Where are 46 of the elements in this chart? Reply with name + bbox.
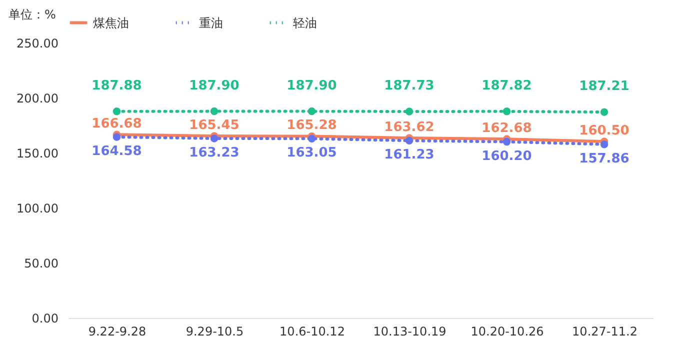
data-label: 163.05: [286, 146, 337, 161]
point: [210, 134, 218, 142]
data-label: 157.86: [579, 151, 630, 166]
x-tick-label: 9.29-10.5: [186, 324, 244, 338]
y-tick-label: 100.00: [16, 202, 58, 216]
data-label: 161.23: [384, 148, 434, 163]
data-label: 165.45: [189, 118, 240, 134]
point: [308, 134, 316, 143]
data-label: 163.23: [189, 145, 240, 160]
data-label: 163.62: [384, 120, 434, 136]
data-label: 187.88: [92, 78, 142, 94]
point: [405, 136, 414, 145]
data-label: 165.28: [286, 118, 337, 134]
point: [600, 140, 608, 148]
data-label: 187.90: [286, 78, 337, 94]
data-label: 187.90: [189, 78, 240, 94]
y-tick-label: 250.00: [16, 36, 58, 50]
point: [502, 138, 511, 146]
y-tick-label: 150.00: [16, 146, 58, 160]
data-label: 162.68: [482, 121, 532, 136]
data-label: 187.21: [579, 79, 630, 94]
point: [405, 108, 414, 116]
y-tick-label: 200.00: [16, 92, 58, 106]
data-label: 160.50: [579, 123, 630, 138]
x-tick-label: 10.13-10.19: [373, 324, 446, 338]
data-label: 160.20: [482, 148, 532, 164]
point: [308, 107, 316, 116]
y-axis-title: 单位：%: [8, 8, 56, 22]
x-tick-label: 9.22-9.28: [88, 324, 146, 338]
x-tick-label: 10.6-10.12: [280, 324, 345, 338]
point: [210, 107, 218, 116]
data-label: 187.82: [482, 78, 532, 94]
point: [112, 107, 121, 116]
point: [502, 108, 511, 116]
point: [600, 108, 608, 116]
data-label: 164.58: [92, 144, 142, 159]
x-tick-label: 10.20-10.26: [470, 324, 544, 338]
x-tick-label: 10.27-11.2: [572, 324, 638, 338]
data-label: 166.68: [92, 116, 142, 132]
data-label: 187.73: [384, 78, 434, 94]
point: [112, 133, 121, 141]
legend-label: 轻油: [293, 16, 317, 30]
legend-label: 煤焦油: [93, 16, 129, 30]
y-tick-label: 50.00: [24, 256, 58, 270]
y-tick-label: 0.00: [32, 312, 58, 326]
legend-label: 重油: [199, 16, 223, 30]
